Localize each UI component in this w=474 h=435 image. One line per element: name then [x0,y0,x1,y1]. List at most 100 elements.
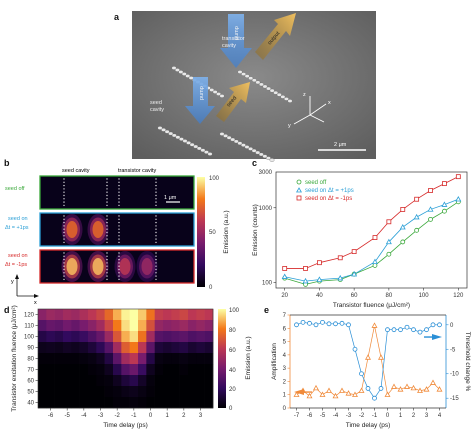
heatmap-cell [163,309,172,321]
emission-spot [141,258,153,275]
mirror-dot [118,258,120,261]
heatmap-cell [138,320,147,332]
emission-images [39,175,195,284]
heatmap-cell [46,342,55,354]
mirror-dot [63,194,65,197]
heatmap-cell [171,386,180,398]
mirror-dot [118,184,120,187]
heatmap-cell [129,375,139,387]
mirror-dot [63,225,65,227]
heatmap-cell [138,353,147,365]
heatmap-cell [121,342,130,354]
data-point-e [384,391,391,397]
y-tick-label-left-e: 2 [283,379,287,385]
y-tick-label-right-e: -10 [450,372,459,378]
x-tick-label-e: -6 [307,413,313,419]
bragg-mirror-segment [266,86,271,91]
colorbar-d-tick-80: 80 [229,328,236,334]
heatmap-cell [204,320,214,332]
data-point-e [307,320,312,326]
mirror-dot [106,252,108,254]
data-point-e [352,346,358,352]
chart-e: -7 -6 -5 -4 -3 -2 -1 0 1 2 3 4012345670-5-10-15Time… [271,313,471,429]
colorbar-d-tick-60: 60 [229,348,236,354]
x-tick-label-e: -5 [320,413,326,419]
data-point-e [313,384,319,391]
heatmap-cell [63,342,72,354]
legend-c-marker-plus [296,187,302,193]
heatmap-cell [154,364,164,376]
heatmap-cell [179,320,189,332]
heatmap-cell [71,364,80,376]
x-tick-label-d: 3 [199,413,203,419]
mirror-dot [63,272,65,274]
legend-c-marker-minus [296,195,302,201]
heatmap-cell [96,375,105,387]
x-tick-label-e: -2 [359,413,365,419]
heatmap-cell [38,364,47,376]
data-point-e [436,386,443,392]
data-point-c [400,239,406,245]
heatmap-cell [121,309,130,321]
heatmap-cell [188,331,197,343]
panel-label-d: d [4,305,10,315]
colorbar-d-tick-40: 40 [229,368,236,374]
bragg-mirror-segment [284,97,289,101]
data-point-e [391,327,397,333]
mirror-dot [118,268,120,271]
mirror-dot [155,178,157,180]
heatmap-cell [146,309,155,321]
heatmap-cell [188,353,197,365]
data-point-e [319,391,326,397]
heatmap-cell [138,331,147,343]
mirror-dot [63,215,65,217]
x-tick-label-e: -3 [346,413,352,419]
x-tick-label-d: 0 [149,413,153,419]
data-point-c [414,196,420,202]
emission-spot [66,258,78,275]
x-tick-label-d: -1 [131,413,137,419]
heatmap-cell [196,309,205,321]
mirror-dot [106,204,108,207]
mirror-dot [106,181,108,183]
data-point-c [414,227,420,233]
heatmap-cell [138,386,147,398]
heatmap-cell [71,353,80,365]
seed-cavity-line2: cavity [150,107,164,113]
panel-label-b: b [4,158,10,168]
bragg-mirror-segment [223,134,228,138]
bragg-mirror-segment [230,137,236,142]
image-axis-y-arrowhead [15,274,19,279]
mirror-dot [118,241,120,244]
bragg-mirror-segment [248,147,253,151]
x-tick-label-d: -4 [81,413,87,419]
y-tick-label-d: 120 [24,313,35,319]
bragg-mirror-segment [287,99,293,103]
heatmap-cell [54,331,64,343]
mirror-dot [63,204,65,207]
heatmap-cell [204,309,214,321]
heatmap-cell [204,375,214,387]
heatmap-cell [54,353,64,365]
x-tick-label-d: 1 [165,413,169,419]
image-axis-x-label: x [34,300,37,306]
heatmap-cell [146,320,155,332]
bragg-mirror-segment [186,141,191,145]
mirror-dot [118,231,120,234]
x-tick-label-e: -7 [294,413,300,419]
mirror-dot [63,198,65,200]
heatmap-cell [154,309,164,321]
heatmap-cell [104,320,114,332]
mirror-dot [155,265,157,267]
heatmap-cell [104,342,114,354]
mirror-dot [63,218,65,220]
mirror-dot [106,275,108,277]
mirror-dot [63,201,65,203]
data-point-e [391,383,397,389]
bragg-mirror-segment [251,148,257,153]
mirror-dot [63,221,65,224]
mirror-dot [118,278,120,281]
heatmap-cell [188,375,197,387]
heatmap-cell [163,375,172,387]
heatmap-cell [88,342,97,354]
